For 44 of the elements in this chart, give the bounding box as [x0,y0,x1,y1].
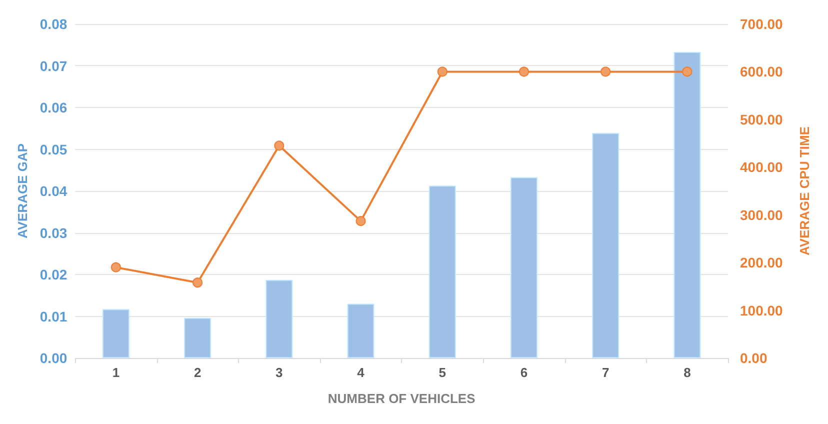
y-tick-label: 0.08 [40,16,68,32]
point [600,66,611,77]
y-tick-label: 0.05 [40,141,68,158]
bar [347,304,374,358]
y2-tick-label: 200.00 [740,254,784,271]
x-tick-label: 1 [112,365,120,380]
y-axis-title: AVERAGE GAP [15,143,30,239]
x-tick-label: 6 [520,365,528,380]
bar [184,318,212,358]
y-tick-label: 0.07 [40,58,68,74]
point [437,66,448,77]
x-tick-label: 5 [438,365,446,380]
bar [266,280,293,358]
y-tick-label: 0.02 [40,266,68,282]
y2-tick-label: 100.00 [740,302,784,318]
point [110,262,121,272]
point [356,216,366,226]
y-tick-label: 0.01 [40,308,68,324]
y2-tick-label: 300.00 [740,206,784,223]
y2-axis-title: AVERAGE CPU TIME [797,126,812,256]
bar [428,186,456,358]
y2-tick-label: 500.00 [740,111,784,128]
y2-tick-label: 600.00 [740,64,784,80]
point [682,66,692,77]
x-axis-title: NUMBER OF VEHICLES [328,391,476,406]
y-tick-label: 0.06 [40,100,68,116]
x-tick-label: 2 [194,365,202,380]
point [518,66,529,77]
y2-tick-label: 700.00 [740,16,784,32]
x-tick-label: 8 [684,365,691,380]
bar [102,309,130,358]
y-tick-label: 0.04 [40,183,68,199]
bar [592,132,620,358]
y-tick-label: 0.00 [40,350,68,366]
x-tick-label: 3 [276,365,283,380]
y-tick-label: 0.03 [40,224,68,241]
point [274,140,284,151]
point [192,278,203,288]
y2-tick-label: 0.00 [740,350,768,366]
bar [674,52,701,358]
y2-tick-label: 400.00 [740,159,784,176]
x-tick-label: 7 [602,365,610,380]
x-tick-label: 4 [357,365,366,380]
bar [510,177,538,358]
